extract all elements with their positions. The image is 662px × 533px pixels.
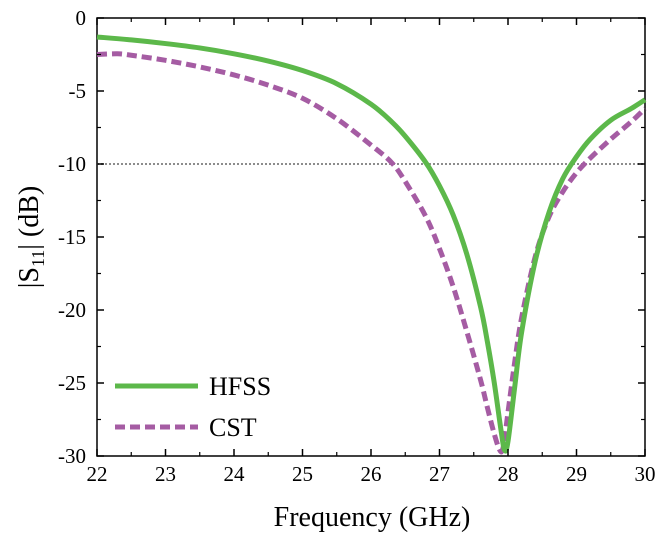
x-tick-label: 23 [155,462,176,486]
x-tick-label: 29 [566,462,587,486]
y-axis-title-subscript: 11 [28,250,48,267]
y-tick-label: -15 [58,225,86,249]
y-tick-label: -30 [58,444,86,468]
x-tick-label: 22 [87,462,108,486]
y-axis-title: |S11| (dB) [14,186,48,288]
x-axis-title: Frequency (GHz) [274,502,471,533]
x-tick-label: 30 [635,462,656,486]
x-tick-label: 24 [224,462,246,486]
y-tick-label: -5 [69,79,87,103]
x-tick-label: 28 [498,462,519,486]
y-axis-title-prefix: |S [14,267,45,288]
x-tick-label: 26 [361,462,382,486]
y-axis-title-suffix: | (dB) [14,186,45,250]
y-tick-label: 0 [76,6,87,30]
y-tick-label: -25 [58,371,86,395]
plot-area-border [96,17,646,457]
legend-label-cst: CST [209,413,257,442]
x-tick-label: 25 [292,462,313,486]
x-tick-label: 27 [429,462,450,486]
legend-label-hfss: HFSS [209,372,271,401]
y-tick-label: -10 [58,152,86,176]
series-line-cst [96,51,647,455]
y-tick-label: -20 [58,298,86,322]
series-line-hfss [96,34,647,454]
